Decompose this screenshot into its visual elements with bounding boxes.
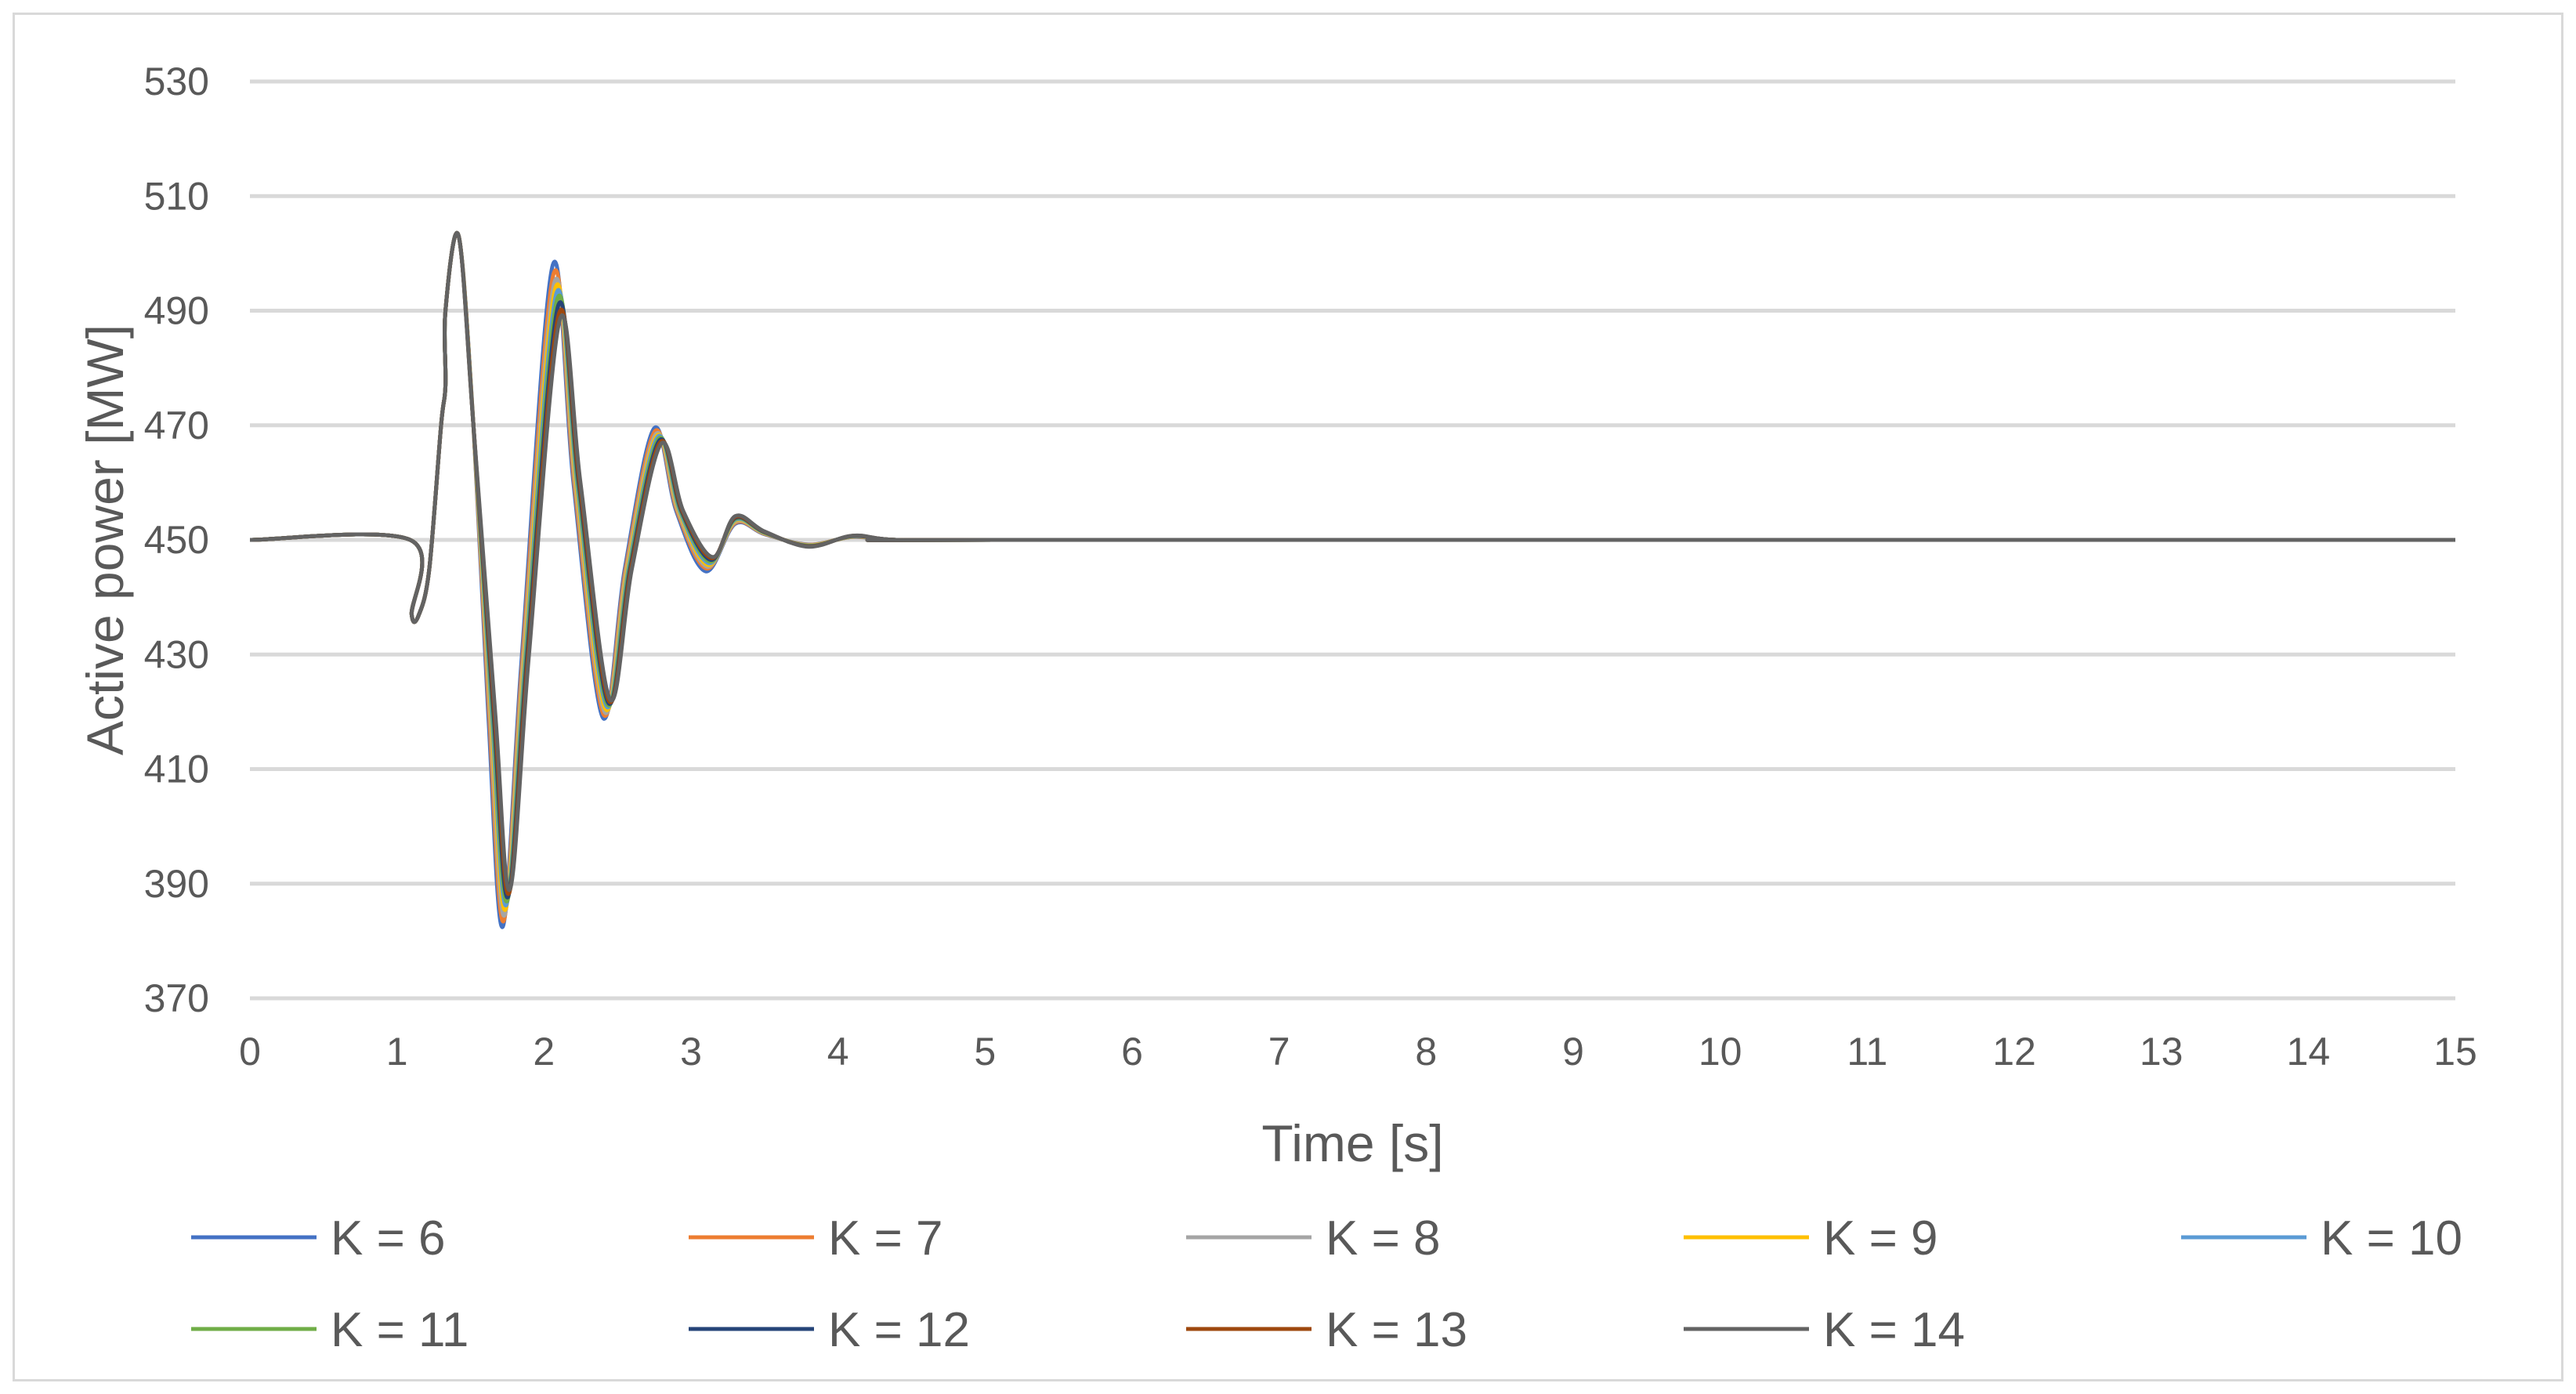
x-tick-label: 6 <box>1121 1030 1143 1074</box>
x-tick-label: 7 <box>1268 1030 1290 1074</box>
x-tick-label: 15 <box>2433 1030 2477 1074</box>
y-axis-title: Active power [MW] <box>76 324 134 755</box>
y-tick-label: 470 <box>144 404 209 447</box>
series-line <box>249 231 2455 929</box>
y-tick-label: 430 <box>144 632 209 676</box>
y-tick-labels: 370 390 410 430 450 470 490 510 530 <box>144 60 209 1020</box>
x-tick-label: 14 <box>2287 1030 2331 1074</box>
legend-label: K = 7 <box>828 1211 943 1265</box>
legend-item: K = 8 <box>1186 1211 1441 1265</box>
x-tick-labels: 0 1 2 3 4 5 6 7 8 9 10 11 12 13 14 15 <box>239 1030 2477 1074</box>
x-tick-label: 13 <box>2140 1030 2183 1074</box>
x-tick-label: 0 <box>239 1030 261 1074</box>
legend-label: K = 12 <box>828 1303 970 1357</box>
series-line <box>249 231 2455 924</box>
legend-item: K = 10 <box>2181 1211 2462 1265</box>
y-tick-label: 370 <box>144 976 209 1020</box>
x-tick-label: 10 <box>1699 1030 1742 1074</box>
x-tick-label: 9 <box>1562 1030 1584 1074</box>
legend-label: K = 14 <box>1823 1303 1965 1357</box>
y-tick-label: 450 <box>144 518 209 562</box>
y-tick-label: 410 <box>144 748 209 791</box>
legend-item: K = 11 <box>191 1303 469 1357</box>
x-tick-label: 1 <box>386 1030 408 1074</box>
series-line <box>249 231 2455 918</box>
x-tick-label: 3 <box>680 1030 702 1074</box>
chart-frame: 370 390 410 430 450 470 490 510 530 0 1 2 3 4 5 6 7 8 9 10… <box>13 13 2563 1381</box>
y-tick-label: 390 <box>144 862 209 906</box>
legend: K = 6 K = 7 K = 8 K = 9 K = 10 K = 11 K = 12 K … <box>191 1211 2462 1357</box>
legend-item: K = 14 <box>1684 1303 1965 1357</box>
legend-item: K = 12 <box>689 1303 970 1357</box>
legend-label: K = 8 <box>1326 1211 1441 1265</box>
x-tick-label: 5 <box>974 1030 996 1074</box>
legend-label: K = 6 <box>331 1211 446 1265</box>
x-tick-label: 4 <box>827 1030 849 1074</box>
legend-item: K = 13 <box>1186 1303 1467 1357</box>
legend-item: K = 7 <box>689 1211 943 1265</box>
y-tick-label: 510 <box>144 174 209 218</box>
x-tick-label: 11 <box>1847 1030 1887 1074</box>
legend-label: K = 11 <box>331 1303 469 1357</box>
series-lines <box>249 231 2455 929</box>
legend-label: K = 13 <box>1326 1303 1467 1357</box>
legend-label: K = 10 <box>2321 1211 2462 1265</box>
legend-item: K = 9 <box>1684 1211 1938 1265</box>
y-tick-label: 490 <box>144 289 209 333</box>
x-tick-label: 8 <box>1415 1030 1437 1074</box>
legend-label: K = 9 <box>1823 1211 1938 1265</box>
legend-item: K = 6 <box>191 1211 446 1265</box>
x-tick-label: 2 <box>533 1030 555 1074</box>
x-tick-label: 12 <box>1992 1030 2036 1074</box>
series-line <box>249 231 2455 893</box>
x-axis-title: Time [s] <box>1261 1114 1443 1172</box>
y-tick-label: 530 <box>144 60 209 103</box>
